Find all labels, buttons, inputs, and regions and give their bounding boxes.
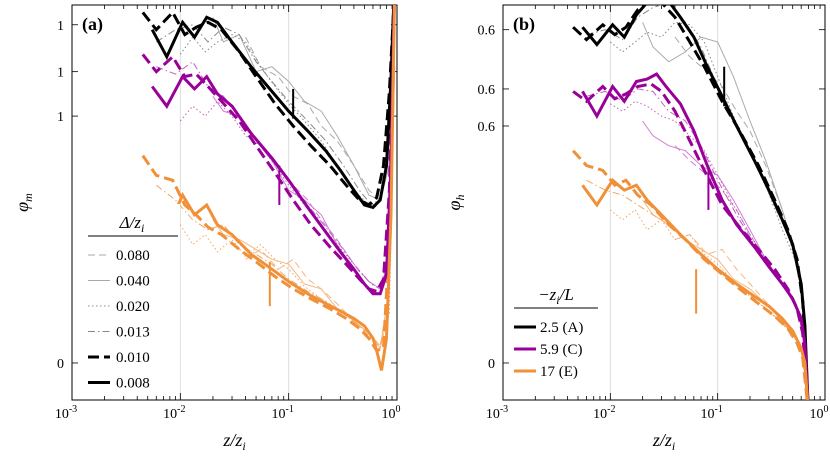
series-line [586, 88, 809, 400]
series-line [572, 5, 810, 400]
x-tick-label: 10-2 [163, 404, 185, 422]
legend-entry-label: 0.040 [116, 274, 150, 290]
x-tick-label: 10-3 [486, 404, 508, 422]
x-tick-label-exponent: -3 [69, 404, 77, 415]
y-tick-label: 0 [488, 357, 495, 372]
legend-entry-label: 2.5 (A) [540, 320, 583, 336]
y-tick-label: 0 [57, 357, 64, 372]
series-line [572, 82, 810, 400]
y-tick-label: 0.6 [478, 120, 496, 135]
x-tick-label-base: 10 [486, 407, 500, 422]
series-group [571, 5, 810, 400]
legend-entry-label: 0.020 [116, 299, 150, 315]
panel-letter: (b) [513, 14, 535, 35]
legend-stability: −zi/L 2.5 (A) 5.9 (C) 17 (E) [510, 276, 604, 388]
series-line [212, 66, 396, 350]
x-tick-label-base: 10 [271, 407, 285, 422]
x-tick-label-exponent: 0 [824, 404, 829, 415]
legend-entry-label: 5.9 (C) [540, 342, 583, 358]
series-group [141, 5, 396, 371]
x-tick-label: 10-2 [593, 404, 615, 422]
y-axis-label: φm [12, 193, 35, 212]
x-tick-label: 100 [810, 404, 829, 422]
x-axis-label: z/zi [222, 430, 245, 453]
x-tick-label-exponent: -1 [285, 404, 293, 415]
legend-title: Δ/zi [119, 213, 145, 235]
y-tick-label: 0.6 [478, 83, 496, 98]
x-tick-label-exponent: -2 [607, 404, 615, 415]
axes-box [71, 4, 398, 401]
x-tick-label: 100 [382, 404, 401, 422]
series-line [141, 5, 396, 294]
y-tick-label: 1 [57, 19, 64, 34]
series-line [642, 199, 808, 400]
series-line [245, 66, 396, 347]
x-tick-label-exponent: -2 [177, 404, 185, 415]
series-line [179, 41, 396, 290]
series-line [150, 5, 396, 296]
series-line [610, 100, 809, 400]
x-tick-label: 10-1 [700, 404, 722, 422]
series-line [609, 209, 808, 400]
x-tick-label-base: 10 [382, 407, 396, 422]
x-tick-label-base: 10 [163, 407, 177, 422]
x-tick-label-exponent: -1 [714, 404, 722, 415]
series-line [245, 66, 396, 290]
y-tick-label: 1 [57, 66, 64, 81]
x-tick-label: 10-1 [271, 404, 293, 422]
panel-letter: (a) [82, 14, 103, 35]
x-tick-label-base: 10 [55, 407, 69, 422]
legend-entry-label: 0.010 [116, 350, 150, 366]
series-line [150, 5, 396, 210]
legend-entry-label: 17 (E) [540, 364, 578, 380]
x-tick-label-base: 10 [593, 407, 607, 422]
series-line [642, 22, 809, 400]
series-line [156, 24, 394, 206]
x-tick-label-base: 10 [810, 407, 824, 422]
series-line [571, 149, 809, 400]
series-line [155, 116, 394, 350]
series-line [581, 5, 810, 400]
y-tick-label: 1 [57, 110, 64, 125]
series-line [581, 178, 810, 400]
x-tick-label-base: 10 [700, 407, 714, 422]
legend-entry-label: 0.013 [116, 325, 150, 341]
y-tick-label: 0.6 [478, 24, 496, 39]
series-line [150, 5, 396, 371]
series-line [586, 179, 808, 400]
y-axis-label: φh [444, 195, 467, 211]
series-line [141, 5, 396, 207]
series-line [581, 72, 810, 400]
y-axis-label-group: φh [444, 195, 467, 211]
legend-delta: Δ/zi 0.080 0.040 0.020 0.013 0.010 0.008 [84, 204, 180, 392]
series-line [674, 145, 809, 400]
x-tick-label-exponent: 0 [396, 404, 401, 415]
x-tick-label: 10-3 [55, 404, 77, 422]
legend-title: −zi/L [538, 285, 574, 307]
legend-entry-label: 0.008 [116, 376, 150, 392]
series-line [179, 66, 396, 347]
legend-entry-label: 0.080 [116, 248, 150, 264]
x-tick-label-exponent: -3 [500, 404, 508, 415]
x-axis-label: z/zi [652, 430, 675, 453]
y-axis-label-group: φm [12, 193, 35, 212]
series-line [212, 17, 396, 201]
series-line [156, 61, 394, 290]
series-line [642, 120, 809, 400]
series-line [674, 36, 809, 400]
series-line [245, 36, 396, 201]
